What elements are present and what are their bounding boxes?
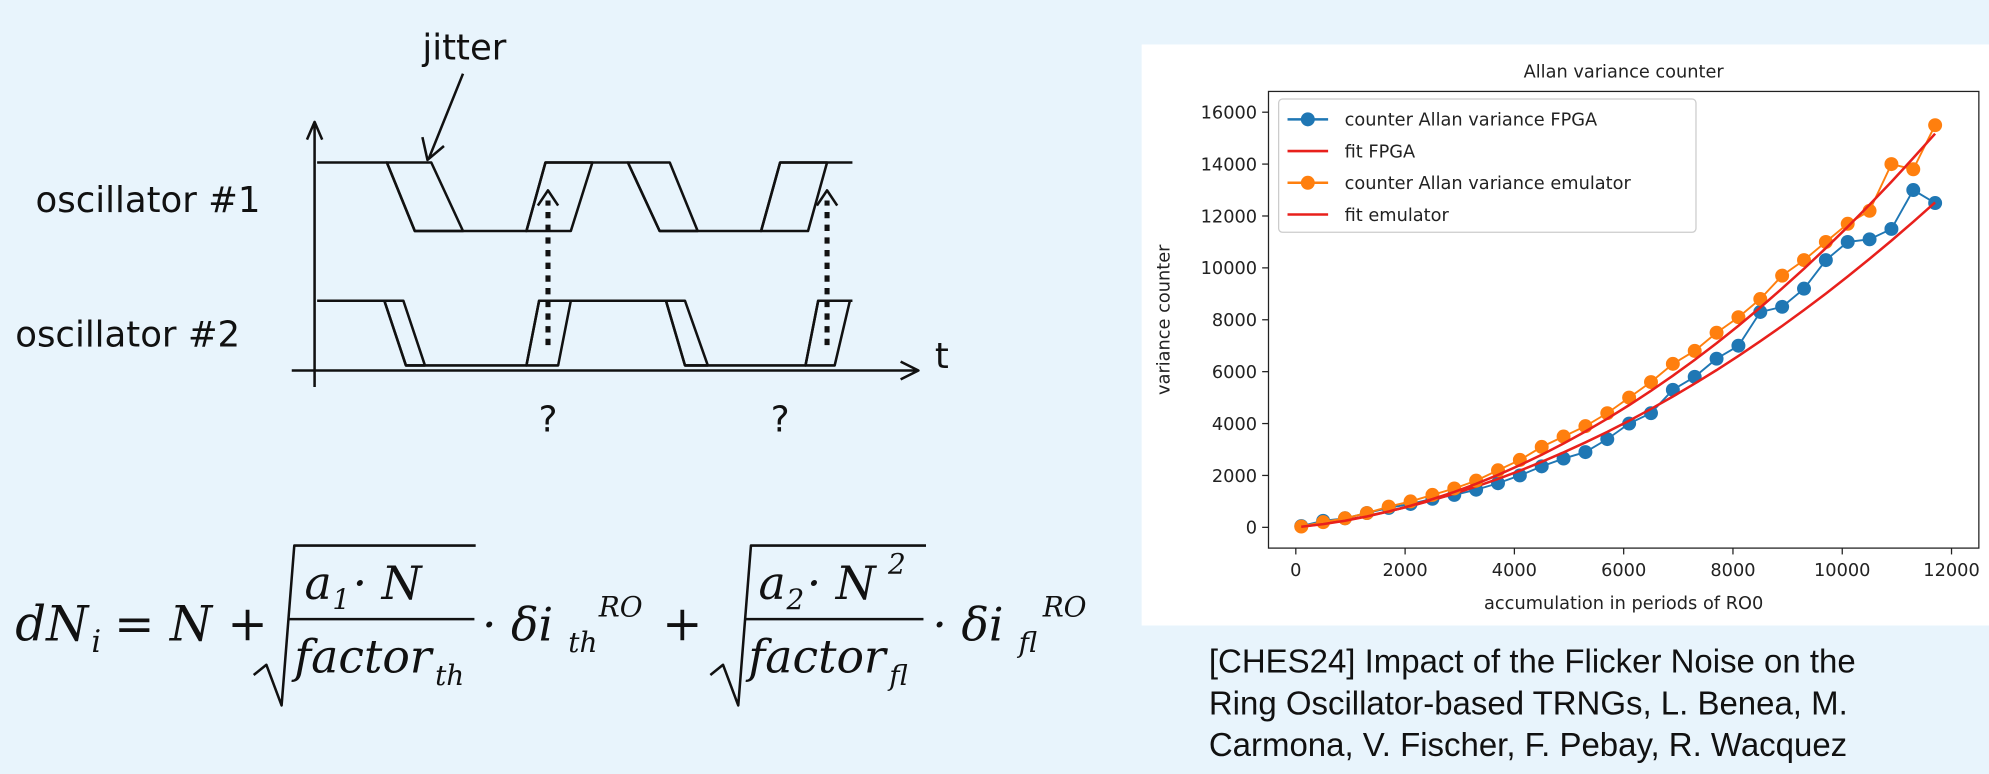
y-tick-label: 10000: [1201, 259, 1257, 279]
data-point: [1666, 357, 1680, 371]
formula-part: 2: [785, 583, 804, 616]
y-tick-label: 0: [1246, 519, 1257, 539]
y-axis-label: variance counter: [1155, 244, 1175, 395]
formula-part: a: [759, 557, 786, 610]
formula-part: i: [91, 625, 101, 660]
x-tick-label: 0: [1290, 561, 1301, 581]
data-point: [1841, 235, 1855, 249]
y-tick-label: 6000: [1212, 363, 1257, 383]
y-tick-label: 12000: [1201, 207, 1257, 227]
formula-part: factor: [745, 630, 889, 683]
x-tick-label: 10000: [1814, 561, 1870, 581]
data-point: [1775, 300, 1789, 314]
formula-part: RO: [598, 591, 643, 624]
formula-part: 2: [887, 547, 906, 580]
oscillator-label: oscillator #2: [15, 314, 240, 355]
jitter-label: jitter: [421, 28, 506, 69]
legend-label: counter Allan variance FPGA: [1345, 111, 1598, 131]
citation-line: Ring Oscillator-based TRNGs, L. Benea, M…: [1209, 684, 1848, 721]
data-point: [1797, 282, 1811, 296]
formula-part: 1: [332, 583, 350, 616]
data-point: [1884, 157, 1898, 171]
data-point: [1863, 232, 1877, 246]
x-tick-label: 8000: [1710, 561, 1755, 581]
data-point: [1841, 217, 1855, 231]
formula-part: · N: [807, 557, 878, 610]
x-tick-label: 2000: [1383, 561, 1428, 581]
legend-marker: [1301, 176, 1315, 190]
question-mark: ?: [539, 399, 558, 440]
question-mark: ?: [771, 399, 790, 440]
x-tick-label: 4000: [1492, 561, 1537, 581]
formula-part: fl: [1017, 626, 1038, 659]
data-point: [1775, 269, 1789, 283]
y-tick-label: 4000: [1212, 415, 1257, 435]
formula-part: RO: [1042, 591, 1087, 624]
formula-part: +: [662, 597, 702, 653]
citation-line: [CHES24] Impact of the Flicker Noise on …: [1209, 642, 1856, 679]
formula-part: dN: [15, 597, 90, 653]
formula-part: · δi: [482, 599, 553, 652]
x-axis-label: accumulation in periods of RO0: [1484, 594, 1763, 614]
data-point: [1906, 183, 1920, 197]
data-point: [1710, 326, 1724, 340]
x-tick-label: 6000: [1601, 561, 1646, 581]
formula-part: = N +: [114, 597, 268, 653]
legend-marker: [1301, 112, 1315, 126]
time-label: t: [935, 336, 949, 377]
formula-part: a: [304, 557, 331, 610]
data-point: [1884, 222, 1898, 236]
citation-line: Carmona, V. Fischer, F. Pebay, R. Wacque…: [1209, 726, 1847, 763]
chart-title: Allan variance counter: [1524, 62, 1725, 82]
y-tick-label: 2000: [1212, 467, 1257, 487]
y-tick-label: 16000: [1201, 104, 1257, 124]
data-point: [1578, 445, 1592, 459]
data-point: [1710, 352, 1724, 366]
data-point: [1338, 511, 1352, 525]
formula-part: · N: [353, 557, 424, 610]
formula-part: factor: [291, 630, 435, 683]
y-tick-label: 14000: [1201, 155, 1257, 175]
data-point: [1731, 339, 1745, 353]
formula-part: th: [435, 659, 464, 692]
legend-label: counter Allan variance emulator: [1345, 174, 1632, 194]
y-tick-label: 8000: [1212, 311, 1257, 331]
data-point: [1819, 253, 1833, 267]
oscillator-label: oscillator #1: [36, 180, 261, 221]
x-tick-label: 12000: [1923, 561, 1979, 581]
formula-part: · δi: [932, 599, 1003, 652]
legend-label: fit emulator: [1345, 206, 1450, 226]
slide: jitter oscillator #1 oscillator #2 t ? ?…: [0, 0, 1989, 774]
formula-part: fl: [887, 659, 908, 692]
formula-part: th: [568, 626, 597, 659]
citation: [CHES24] Impact of the Flicker Noise on …: [1209, 642, 1856, 763]
page: jitter oscillator #1 oscillator #2 t ? ?…: [0, 0, 1989, 774]
data-point: [1928, 118, 1942, 132]
legend-label: fit FPGA: [1345, 142, 1416, 162]
